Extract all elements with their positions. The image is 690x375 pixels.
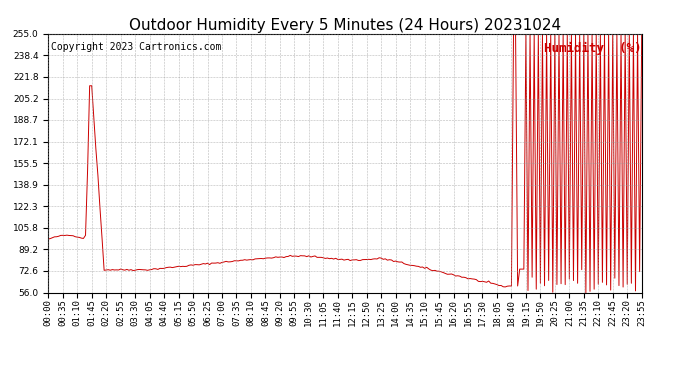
Text: Humidity  (%): Humidity (%)	[544, 42, 641, 55]
Text: Copyright 2023 Cartronics.com: Copyright 2023 Cartronics.com	[51, 42, 221, 51]
Title: Outdoor Humidity Every 5 Minutes (24 Hours) 20231024: Outdoor Humidity Every 5 Minutes (24 Hou…	[129, 18, 561, 33]
